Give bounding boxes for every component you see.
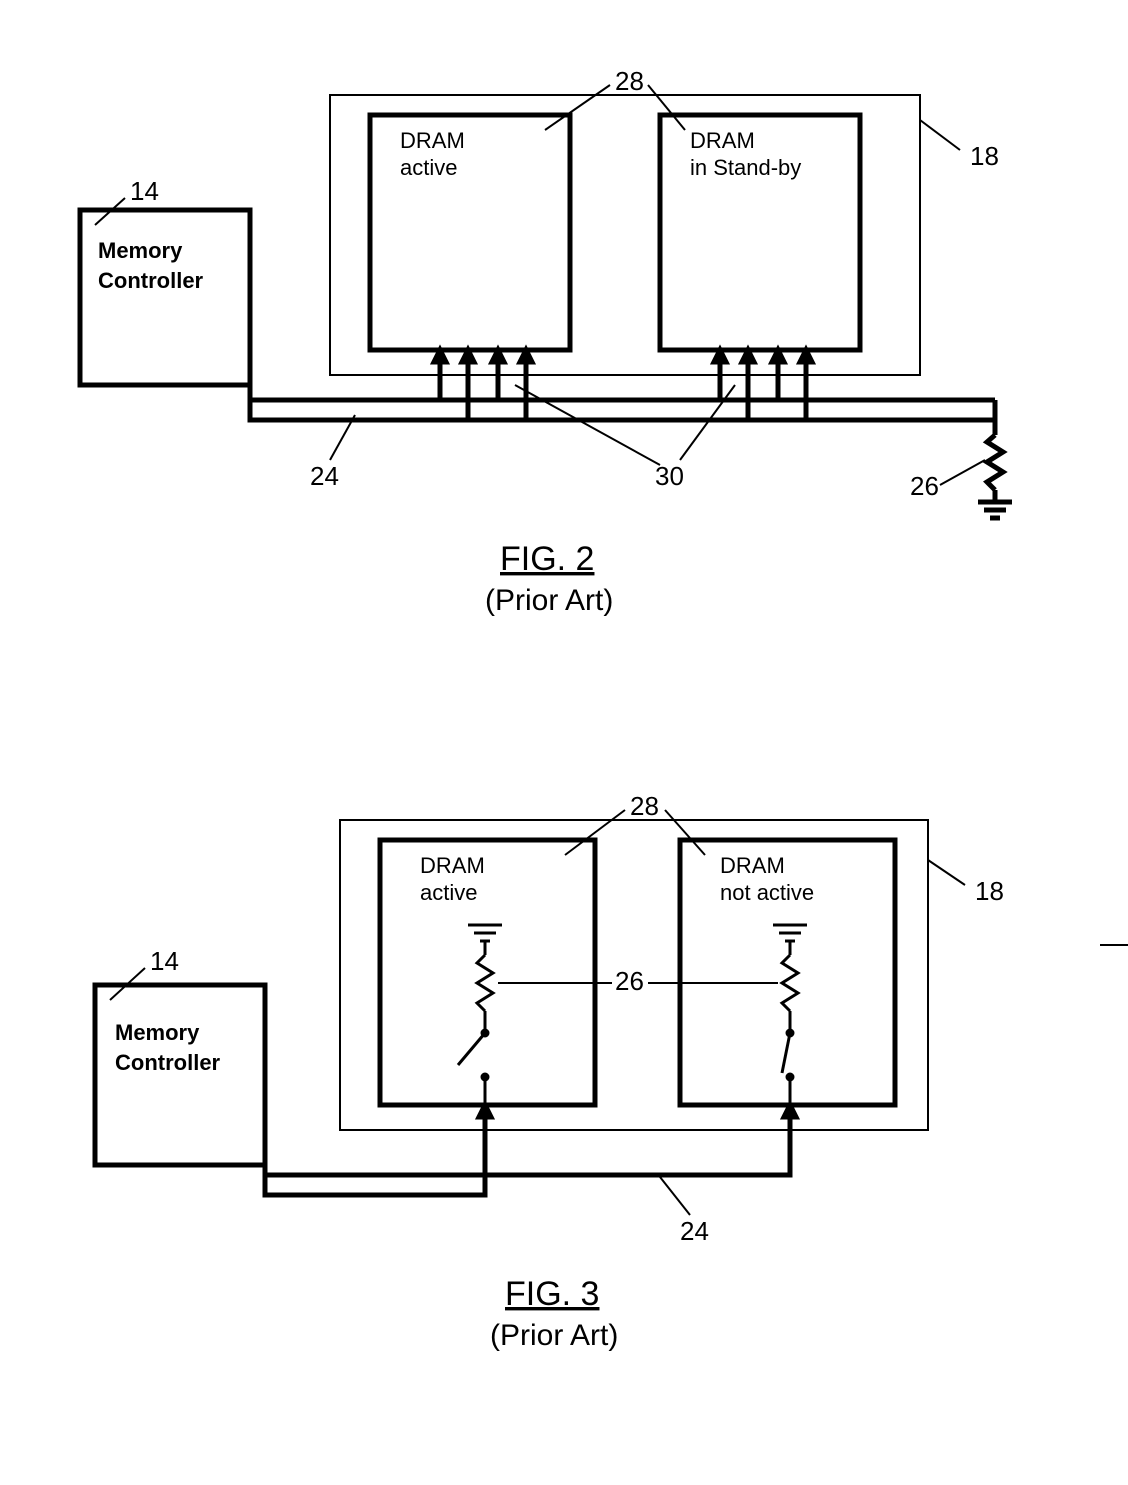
fig2-title: FIG. 2 xyxy=(500,540,594,578)
memctrl-l1: Memory xyxy=(115,1020,200,1045)
dram1-line1: DRAM xyxy=(400,128,465,153)
memctrl-l2: Controller xyxy=(115,1050,221,1075)
leader-30a xyxy=(515,385,660,465)
figure-3: 18 DRAM active DRAM not active 2 xyxy=(0,765,1128,1355)
label-26: 26 xyxy=(910,471,939,501)
label-28: 28 xyxy=(615,66,644,96)
stub-group-1 xyxy=(434,350,532,420)
label-24: 24 xyxy=(680,1216,709,1246)
label-18: 18 xyxy=(970,141,999,171)
leader-26 xyxy=(940,460,985,485)
bus xyxy=(265,1105,796,1195)
label-28: 28 xyxy=(630,791,659,821)
fig2-svg: 18 DRAM active DRAM in Stand-by 28 Memor… xyxy=(0,40,1128,620)
fig3-subtitle: (Prior Art) xyxy=(490,1319,618,1352)
memctrl-l1: Memory xyxy=(98,238,183,263)
leader-24 xyxy=(660,1177,690,1215)
dram2-line1: DRAM xyxy=(720,853,785,878)
leader-28a xyxy=(545,85,610,130)
odt-dram1 xyxy=(458,925,502,1105)
label-26: 26 xyxy=(615,966,644,996)
dram1-line2: active xyxy=(420,880,477,905)
memctrl-box xyxy=(80,210,250,385)
label-24: 24 xyxy=(310,461,339,491)
dram-active-box xyxy=(380,840,595,1105)
dram2-line2: in Stand-by xyxy=(690,155,801,180)
fig2-subtitle: (Prior Art) xyxy=(485,584,613,617)
bus-top xyxy=(250,385,995,400)
label-18: 18 xyxy=(975,876,1004,906)
label-14: 14 xyxy=(150,946,179,976)
dram2-line2: not active xyxy=(720,880,814,905)
fig3-title: FIG. 3 xyxy=(505,1275,599,1313)
memctrl-l2: Controller xyxy=(98,268,204,293)
odt-dram2 xyxy=(773,925,807,1105)
dram2-line1: DRAM xyxy=(690,128,755,153)
fig3-svg: 18 DRAM active DRAM not active 2 xyxy=(0,765,1128,1355)
leader-18 xyxy=(920,120,960,150)
dram1-line2: active xyxy=(400,155,457,180)
stub-group-2 xyxy=(714,350,812,420)
leader-28b xyxy=(665,810,705,855)
memctrl-box xyxy=(95,985,265,1165)
leader-18 xyxy=(928,860,965,885)
leader-28b xyxy=(648,85,685,130)
dram1-line1: DRAM xyxy=(420,853,485,878)
figure-2: 18 DRAM active DRAM in Stand-by 28 Memor… xyxy=(0,40,1128,620)
label-14: 14 xyxy=(130,176,159,206)
